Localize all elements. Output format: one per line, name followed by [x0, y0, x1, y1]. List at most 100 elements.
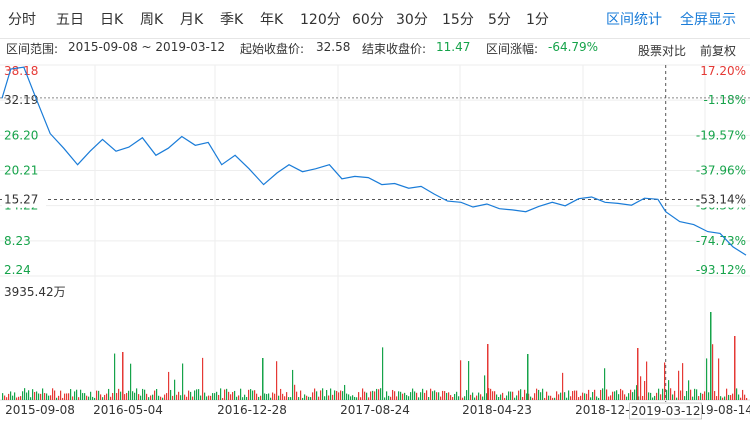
volume-bar [280, 388, 282, 400]
crosshair-date-label: 2019-03-12 [631, 404, 701, 418]
volume-bar [154, 390, 156, 400]
volume-bar [392, 389, 394, 400]
tab-1min[interactable]: 1分 [526, 12, 549, 28]
volume-bar [484, 375, 486, 400]
volume-bar [512, 391, 514, 400]
x-tick-label: 2018-12-18 [575, 403, 645, 417]
volume-bar [18, 396, 20, 400]
y-tick-label: 2.24 [4, 263, 31, 277]
range-stats-button[interactable]: 区间统计 [606, 12, 662, 28]
crosshair-price-label: 15.27 [4, 193, 38, 207]
x-tick-label: 2016-12-28 [217, 403, 287, 417]
volume-bar [630, 389, 632, 400]
stock-compare-link[interactable]: 股票对比 [638, 44, 687, 58]
volume-bar [150, 395, 152, 400]
volume-bar [30, 397, 32, 400]
volume-bar [274, 393, 276, 400]
volume-bar [470, 394, 472, 400]
volume-bar [612, 391, 614, 400]
volume-bar [382, 347, 384, 400]
tab-120min[interactable]: 120分 [300, 12, 341, 28]
volume-bar [418, 397, 420, 400]
change-value: -64.79% [548, 40, 599, 54]
volume-bar [270, 397, 272, 400]
tab-30min[interactable]: 30分 [396, 12, 428, 28]
adjust-mode-link[interactable]: 前复权 [700, 44, 737, 58]
tab-yearly-k[interactable]: 年K [260, 12, 284, 28]
volume-bar [188, 390, 190, 400]
volume-bar [608, 396, 610, 400]
volume-bar [148, 397, 150, 400]
y-tick-pct-label: -1.18% [704, 93, 746, 107]
volume-bar [728, 394, 730, 400]
volume-bar [90, 391, 92, 400]
volume-bar [238, 395, 240, 400]
tab-intraday[interactable]: 分时 [8, 12, 36, 28]
volume-bar [610, 395, 612, 400]
tab-weekly-k[interactable]: 周K [140, 12, 164, 28]
tab-15min[interactable]: 15分 [442, 12, 474, 28]
volume-bar [260, 395, 262, 400]
volume-bar [502, 392, 504, 400]
volume-bar [606, 389, 608, 400]
volume-bar [726, 388, 728, 400]
volume-bar [60, 390, 62, 400]
volume-bar [72, 396, 74, 400]
volume-bar [20, 396, 22, 400]
tab-5min[interactable]: 5分 [488, 12, 511, 28]
volume-bar [716, 396, 718, 400]
volume-bar [216, 391, 218, 400]
volume-bar [182, 363, 184, 400]
volume-bar [492, 391, 494, 400]
volume-bar [110, 396, 112, 400]
volume-bar [16, 397, 18, 400]
volume-bar [364, 391, 366, 400]
volume-bar [240, 388, 242, 400]
volume-bar [140, 395, 142, 400]
tab-daily-k[interactable]: 日K [100, 12, 124, 28]
start-close-value: 32.58 [316, 40, 351, 54]
volume-bar [538, 389, 540, 400]
volume-bar [428, 397, 430, 400]
volume-bar [288, 397, 290, 400]
price-series-line[interactable] [1, 66, 747, 256]
x-tick-label: 2015-09-08 [5, 403, 75, 417]
volume-bar [530, 396, 532, 400]
volume-bar [316, 391, 318, 400]
volume-bar [102, 397, 104, 400]
volume-bar [458, 396, 460, 400]
tab-60min[interactable]: 60分 [352, 12, 384, 28]
volume-bar [96, 390, 98, 400]
volume-bar [594, 389, 596, 400]
volume-bar [566, 397, 568, 400]
volume-bar [590, 397, 592, 400]
tab-quarterly-k[interactable]: 季K [220, 12, 244, 28]
tab-monthly-k[interactable]: 月K [180, 12, 204, 28]
volume-bar [658, 388, 660, 400]
volume-bar [554, 397, 556, 400]
volume-bar [264, 393, 266, 400]
volume-bar [244, 394, 246, 400]
volume-bar [272, 392, 274, 400]
volume-bar [208, 395, 210, 400]
volume-bar [524, 389, 526, 400]
volume-bar [560, 392, 562, 400]
fullscreen-button[interactable]: 全屏显示 [680, 12, 736, 28]
volume-bar [637, 348, 639, 400]
volume-bar [468, 361, 470, 400]
volume-bar [48, 395, 50, 400]
volume-bar [268, 393, 270, 400]
volume-bar [118, 388, 120, 400]
volume-bar [284, 396, 286, 400]
volume-bar [642, 395, 644, 400]
volume-bar [602, 388, 604, 400]
tab-five-day[interactable]: 五日 [56, 12, 84, 28]
volume-bar [372, 390, 374, 400]
volume-bar [592, 392, 594, 400]
volume-bar [276, 361, 278, 400]
volume-bar [290, 397, 292, 400]
volume-bar [532, 397, 534, 400]
volume-bar [356, 397, 358, 400]
volume-bar [644, 380, 646, 400]
